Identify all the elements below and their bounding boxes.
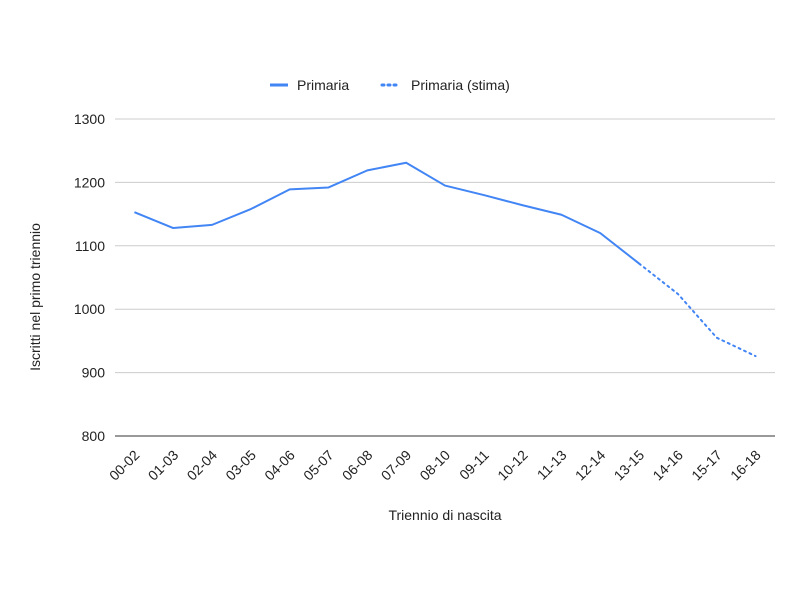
x-tick-label: 00-02	[106, 447, 143, 484]
y-tick-label: 1300	[74, 111, 105, 127]
x-tick-label: 05-07	[300, 447, 337, 484]
x-axis-title: Triennio di nascita	[388, 507, 501, 523]
x-tick-label: 16-18	[727, 447, 764, 484]
y-tick-label: 1000	[74, 301, 105, 317]
x-tick-labels: 00-02 01-03 02-04 03-05 04-06 05-07 06-08 07-09…	[106, 447, 764, 484]
x-tick-label: 09-11	[456, 447, 492, 483]
legend: Primaria Primaria (stima)	[270, 77, 510, 93]
x-tick-label: 02-04	[184, 447, 221, 484]
gridlines	[115, 118, 775, 437]
x-tick-label: 15-17	[688, 447, 725, 484]
y-tick-label: 1200	[74, 174, 105, 190]
y-tick-label: 1100	[75, 238, 105, 254]
series-line-primaria	[134, 161, 640, 265]
x-tick-label: 12-14	[572, 447, 609, 484]
series-line-primaria-stima	[638, 262, 757, 358]
x-tick-label: 04-06	[261, 447, 298, 484]
x-tick-label: 07-09	[378, 447, 415, 484]
y-tick-label: 800	[82, 428, 106, 444]
legend-label-primaria-stima: Primaria (stima)	[411, 77, 510, 93]
y-tick-label: 900	[82, 365, 106, 381]
x-tick-label: 13-15	[611, 447, 648, 484]
legend-label-primaria: Primaria	[297, 77, 349, 93]
x-tick-label: 11-13	[534, 447, 570, 483]
y-axis-title: Iscritti nel primo triennio	[27, 223, 43, 371]
x-tick-label: 14-16	[649, 447, 686, 484]
legend-item-primaria: Primaria	[270, 77, 349, 93]
x-tick-label: 03-05	[222, 447, 259, 484]
legend-item-primaria-stima: Primaria (stima)	[380, 77, 510, 93]
series-lines	[134, 161, 757, 358]
x-tick-label: 01-03	[145, 447, 182, 484]
x-tick-label: 10-12	[494, 447, 531, 484]
x-tick-label: 08-10	[416, 447, 453, 484]
x-tick-label: 06-08	[339, 447, 376, 484]
y-tick-labels: 800 900 1000 1100 1200 1300	[74, 111, 105, 444]
